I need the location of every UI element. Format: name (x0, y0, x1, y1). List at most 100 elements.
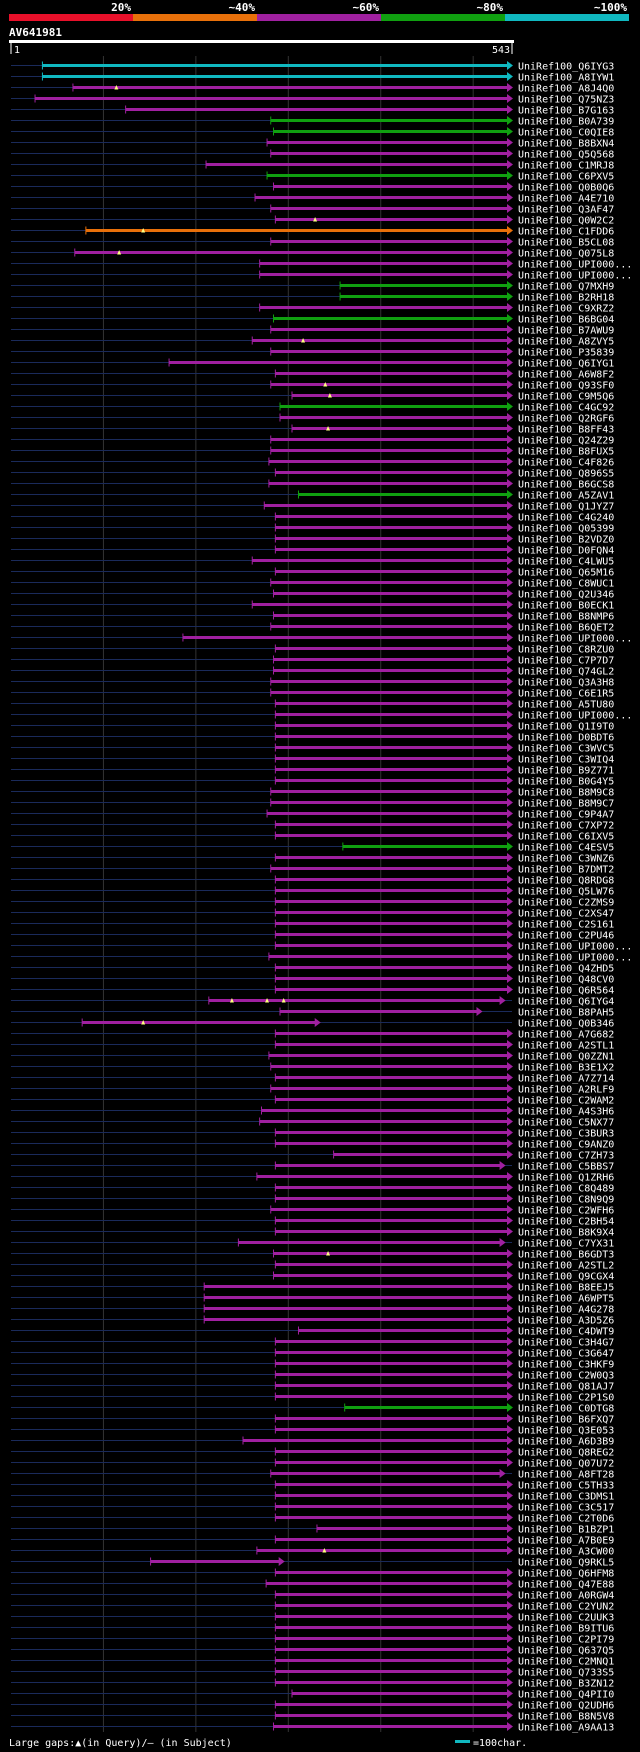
hit-label[interactable]: UniRef100_C8RZU0 (518, 645, 614, 656)
hit-label[interactable]: UniRef100_B0ECK1 (518, 601, 614, 612)
hit-row[interactable]: UniRef100_B6GDT3 (11, 1249, 614, 1261)
hit-bar[interactable] (275, 1681, 508, 1684)
hit-bar[interactable] (275, 878, 508, 881)
hit-bar[interactable] (259, 1120, 508, 1123)
hit-bar[interactable] (206, 163, 508, 166)
hit-label[interactable]: UniRef100_C5BBS7 (518, 1162, 614, 1173)
hit-bar[interactable] (182, 636, 509, 639)
hit-row[interactable]: UniRef100_C7P7D7 (11, 655, 614, 667)
hit-bar[interactable] (273, 130, 508, 133)
hit-row[interactable]: UniRef100_B7G163 (11, 105, 614, 117)
hit-row[interactable]: UniRef100_C2BH54 (11, 1216, 614, 1228)
hit-label[interactable]: UniRef100_Q47E88 (518, 1580, 614, 1591)
hit-bar[interactable] (275, 1461, 508, 1464)
hit-label[interactable]: UniRef100_C0QIE8 (518, 128, 614, 139)
hit-row[interactable]: UniRef100_A0RGW4 (11, 1590, 614, 1602)
hit-row[interactable]: UniRef100_Q75NZ3 (11, 94, 614, 106)
hit-label[interactable]: UniRef100_Q0B346 (518, 1019, 614, 1030)
hit-row[interactable]: UniRef100_Q0ZZN1 (11, 1051, 614, 1063)
hit-row[interactable]: UniRef100_C4G240 (11, 512, 614, 524)
hit-label[interactable]: UniRef100_Q93SF0 (518, 381, 614, 392)
hit-row[interactable]: UniRef100_C8RZU0 (11, 644, 614, 656)
hit-label[interactable]: UniRef100_C1MRJ8 (518, 161, 614, 172)
hit-row[interactable]: UniRef100_Q5LW76 (11, 886, 614, 898)
hit-label[interactable]: UniRef100_C4F826 (518, 458, 614, 469)
hit-row[interactable]: UniRef100_Q81AJ7 (11, 1381, 614, 1393)
hit-bar[interactable] (275, 713, 508, 716)
hit-bar[interactable] (266, 1582, 508, 1585)
hit-bar[interactable] (275, 1076, 508, 1079)
hit-label[interactable]: UniRef100_C5TH33 (518, 1481, 614, 1492)
hit-label[interactable]: UniRef100_C6PXV5 (518, 172, 614, 183)
hit-row[interactable]: UniRef100_A6W8F2 (11, 369, 614, 381)
hit-label[interactable]: UniRef100_Q5Q568 (518, 150, 614, 161)
hit-bar[interactable] (275, 856, 508, 859)
hit-label[interactable]: UniRef100_A2RLF9 (518, 1085, 614, 1096)
hit-label[interactable]: UniRef100_A6W8F2 (518, 370, 614, 381)
hit-row[interactable]: UniRef100_A7B0E9 (11, 1535, 614, 1547)
hit-label[interactable]: UniRef100_Q2RGF6 (518, 414, 614, 425)
hit-label[interactable]: UniRef100_Q0W2C2 (518, 216, 614, 227)
hit-row[interactable]: UniRef100_Q1I9T0 (11, 721, 614, 733)
hit-row[interactable]: UniRef100_B6QET2 (11, 622, 614, 634)
hit-row[interactable]: UniRef100_B6BG04 (11, 314, 614, 326)
hit-bar[interactable] (275, 1428, 508, 1431)
hit-label[interactable]: UniRef100_Q6IYG4 (518, 997, 614, 1008)
hit-bar[interactable] (275, 1230, 508, 1233)
hit-row[interactable]: UniRef100_C9ANZ0 (11, 1139, 614, 1151)
hit-label[interactable]: UniRef100_B0A739 (518, 117, 614, 128)
hit-bar[interactable] (270, 1472, 501, 1475)
hit-label[interactable]: UniRef100_C4GC92 (518, 403, 614, 414)
hit-bar[interactable] (267, 141, 508, 144)
hit-row[interactable]: UniRef100_B3E1X2 (11, 1062, 614, 1074)
hit-label[interactable]: UniRef100_C3G647 (518, 1349, 614, 1360)
hit-label[interactable]: UniRef100_B6FXQ7 (518, 1415, 614, 1426)
hit-label[interactable]: UniRef100_C2P1S0 (518, 1393, 614, 1404)
hit-label[interactable]: UniRef100_UPI000... (518, 942, 632, 953)
hit-label[interactable]: UniRef100_A2STL1 (518, 1041, 614, 1052)
hit-bar[interactable] (267, 812, 508, 815)
hit-row[interactable]: UniRef100_Q74GL2 (11, 666, 614, 678)
hit-label[interactable]: UniRef100_C7XP72 (518, 821, 614, 832)
hit-label[interactable]: UniRef100_A3CW00 (518, 1547, 614, 1558)
hit-label[interactable]: UniRef100_B9Z771 (518, 766, 614, 777)
hit-row[interactable]: UniRef100_C2PU46 (11, 930, 614, 942)
hit-row[interactable]: UniRef100_C4ESV5 (11, 842, 614, 854)
hit-row[interactable]: UniRef100_Q9RKL5 (11, 1557, 614, 1569)
hit-label[interactable]: UniRef100_C2WFH6 (518, 1206, 614, 1217)
hit-row[interactable]: UniRef100_B3ZN12 (11, 1678, 614, 1690)
hit-label[interactable]: UniRef100_C4ESV5 (518, 843, 614, 854)
hit-row[interactable]: UniRef100_Q6IYG1 (11, 358, 614, 370)
hit-bar[interactable] (270, 867, 508, 870)
hit-row[interactable]: UniRef100_B8N5V8 (11, 1711, 614, 1723)
hit-row[interactable]: UniRef100_D0FQN4 (11, 545, 614, 557)
hit-row[interactable]: UniRef100_Q48CV0 (11, 974, 614, 986)
hit-label[interactable]: UniRef100_B8PAH5 (518, 1008, 614, 1019)
hit-bar[interactable] (275, 724, 508, 727)
hit-label[interactable]: UniRef100_C2PU46 (518, 931, 614, 942)
hit-bar[interactable] (268, 1054, 508, 1057)
hit-label[interactable]: UniRef100_C7ZH73 (518, 1151, 614, 1162)
hit-row[interactable]: UniRef100_B8M9C8 (11, 787, 614, 799)
hit-bar[interactable] (273, 317, 508, 320)
hit-row[interactable]: UniRef100_UPI000... (11, 952, 632, 964)
hit-bar[interactable] (273, 614, 508, 617)
hit-row[interactable]: UniRef100_A4S3H6 (11, 1106, 614, 1118)
hit-label[interactable]: UniRef100_Q896S5 (518, 469, 614, 480)
hit-bar[interactable] (275, 834, 508, 837)
hit-bar[interactable] (275, 889, 508, 892)
hit-bar[interactable] (275, 977, 508, 980)
hit-bar[interactable] (275, 537, 508, 540)
hit-row[interactable]: UniRef100_Q733S5 (11, 1667, 614, 1679)
hit-bar[interactable] (292, 394, 508, 397)
hit-row[interactable]: UniRef100_B2RH18 (11, 292, 614, 304)
hit-label[interactable]: UniRef100_A6WPT5 (518, 1294, 614, 1305)
hit-row[interactable]: UniRef100_Q8REG2 (11, 1447, 614, 1459)
hit-row[interactable]: UniRef100_B7AWU9 (11, 325, 614, 337)
hit-row[interactable]: UniRef100_C3BUR3 (11, 1128, 614, 1140)
hit-label[interactable]: UniRef100_A4E710 (518, 194, 614, 205)
hit-label[interactable]: UniRef100_Q2UDH6 (518, 1701, 614, 1712)
hit-row[interactable]: UniRef100_C3C517 (11, 1502, 614, 1514)
hit-label[interactable]: UniRef100_B6GDT3 (518, 1250, 614, 1261)
hit-row[interactable]: UniRef100_A8ZVY5 (11, 336, 614, 348)
